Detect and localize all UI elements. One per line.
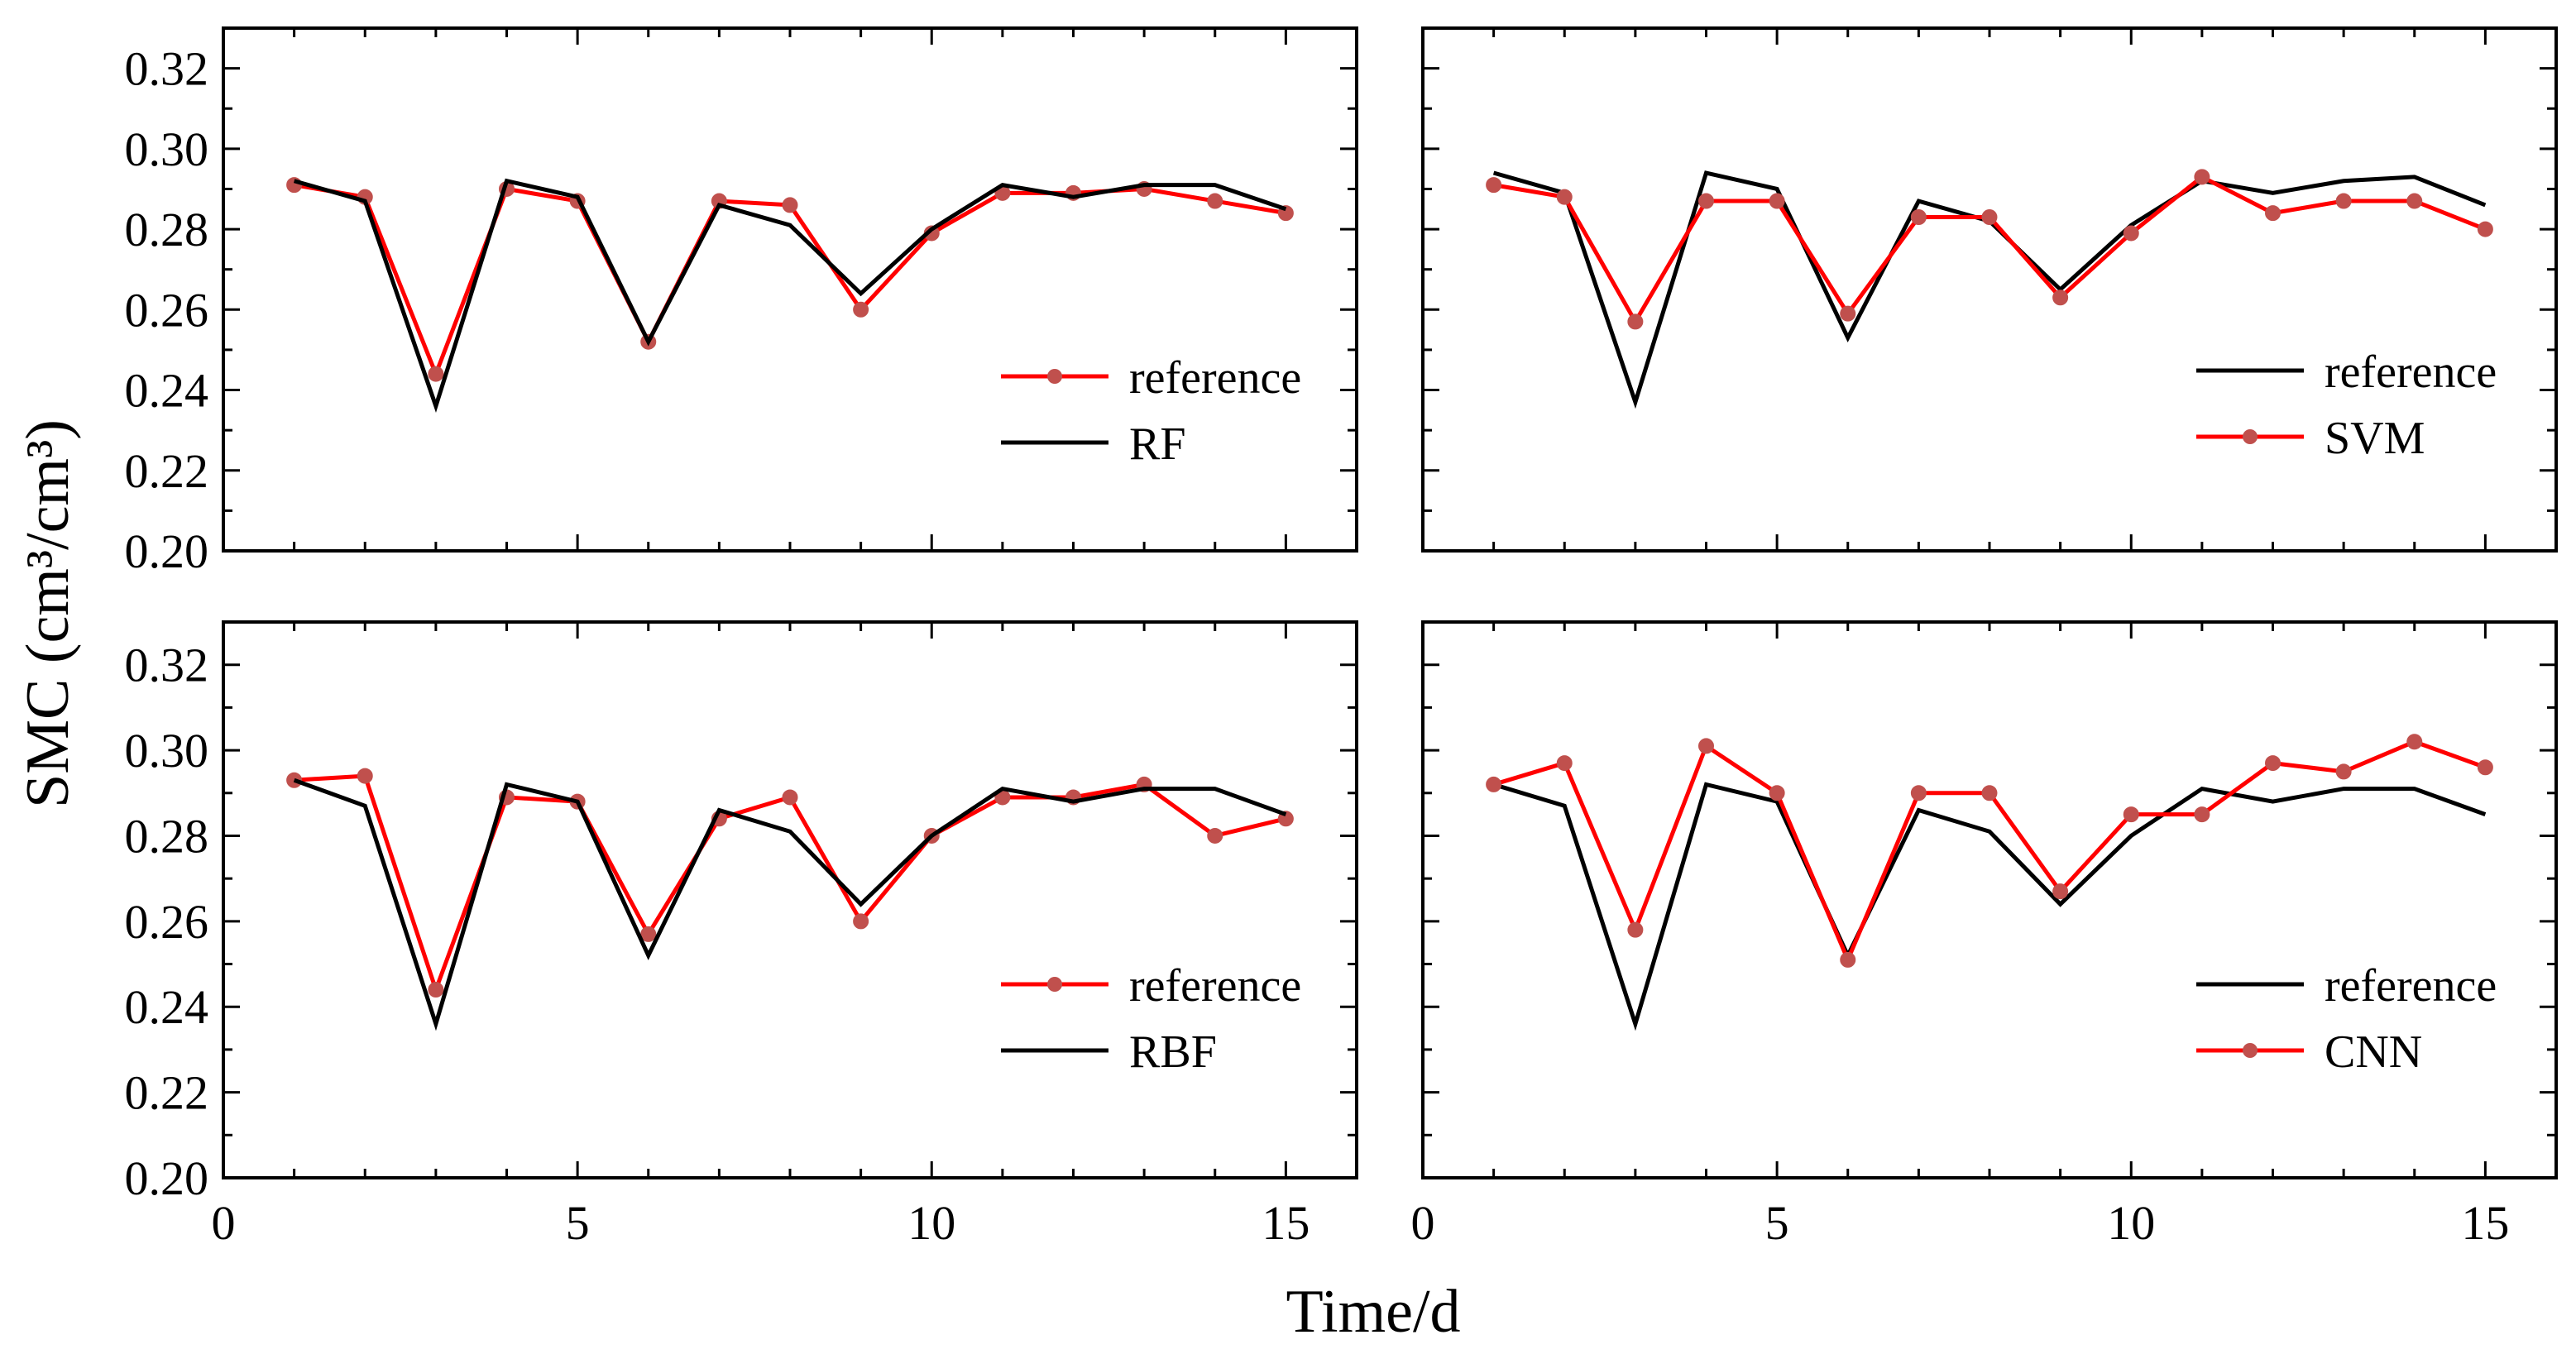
series-line-rbf [293, 777, 1287, 1031]
series-line-reference [294, 773, 1286, 997]
data-point-svm [2335, 193, 2352, 209]
data-point-svm [1486, 177, 1502, 194]
data-point-cnn [1486, 776, 1502, 792]
y-tick-label: 0.22 [125, 444, 209, 498]
x-axis-title: Time/d [1286, 1278, 1460, 1346]
plot-frame [1421, 620, 2558, 1179]
legend-label-reference: reference [1129, 960, 1301, 1012]
y-tick-label: 0.32 [125, 639, 209, 692]
data-point-reference [1207, 827, 1223, 844]
x-tick-label: 0 [212, 1196, 236, 1250]
data-point-cnn [2406, 734, 2423, 750]
data-point-reference [428, 982, 444, 998]
legend-label-cnn: CNN [2325, 1026, 2422, 1078]
data-point-cnn [2052, 883, 2069, 900]
data-point-reference [640, 926, 657, 942]
plot-frame [222, 620, 1358, 1179]
legend-marker-svm [2243, 429, 2258, 444]
legend-label-rf: RF [1129, 419, 1186, 470]
plot-frame [1421, 26, 2558, 553]
data-point-svm [1769, 193, 1785, 209]
data-point-svm [1840, 305, 1856, 322]
legend-marker-reference [1047, 369, 1062, 384]
y-tick-label: 0.26 [125, 283, 209, 337]
data-point-cnn [1556, 755, 1573, 772]
panel-2: reference SVM [1421, 26, 2558, 553]
data-point-reference [286, 177, 303, 194]
data-point-reference [782, 197, 798, 213]
data-point-svm [1627, 313, 1644, 330]
data-point-svm [1698, 193, 1714, 209]
panel-3: 0 5 10 15 0.20 0.22 0.24 0.26 0.28 0.30 0.32 refere… [125, 620, 1358, 1250]
y-tick-label: 0.20 [125, 524, 209, 578]
series-line-reference [294, 183, 1286, 380]
data-point-cnn [2477, 759, 2493, 776]
data-point-cnn [1698, 738, 1714, 754]
x-tick-label: 10 [2107, 1196, 2155, 1250]
data-point-cnn [2335, 763, 2352, 780]
y-tick-label: 0.22 [125, 1066, 209, 1120]
y-tick-label: 0.20 [125, 1151, 209, 1205]
y-tick-label: 0.30 [125, 724, 209, 777]
data-point-cnn [1769, 785, 1785, 801]
series-line-rf [293, 178, 1287, 413]
legend-marker-cnn [2243, 1043, 2258, 1058]
legend-label-rbf: RBF [1129, 1026, 1217, 1078]
y-tick-label: 0.26 [125, 895, 209, 949]
data-point-svm [2052, 289, 2069, 306]
x-tick-label: 15 [1262, 1196, 1310, 1250]
legend-marker-reference [1047, 977, 1062, 992]
y-tick-label: 0.32 [125, 42, 209, 96]
data-point-svm [2477, 221, 2493, 237]
data-point-cnn [2194, 806, 2210, 823]
x-tick-label: 5 [1765, 1196, 1789, 1250]
data-point-svm [2406, 193, 2423, 209]
x-tick-label: 10 [907, 1196, 955, 1250]
data-point-reference [357, 768, 373, 784]
data-point-reference [782, 789, 798, 806]
data-point-reference [853, 913, 869, 930]
data-point-cnn [1840, 951, 1856, 968]
data-point-svm [1556, 189, 1573, 205]
legend-label-reference: reference [1129, 352, 1301, 404]
data-point-svm [1981, 208, 1998, 225]
y-tick-label: 0.30 [125, 122, 209, 176]
data-point-cnn [1910, 785, 1927, 801]
legend-label-svm: SVM [2325, 413, 2425, 464]
data-point-svm [2194, 169, 2210, 185]
data-point-svm [2265, 205, 2281, 222]
x-tick-label: 5 [566, 1196, 590, 1250]
y-tick-label: 0.24 [125, 364, 209, 418]
data-point-svm [2123, 225, 2139, 242]
y-tick-label: 0.28 [125, 809, 209, 863]
data-point-reference [428, 366, 444, 382]
legend-label-reference: reference [2325, 960, 2497, 1012]
panel-1: 0.20 0.22 0.24 0.26 0.28 0.30 0.32 reference RF [125, 26, 1358, 578]
panel-4: 0 5 10 15 reference CNN [1411, 620, 2558, 1250]
x-tick-label: 0 [1411, 1196, 1435, 1250]
data-point-cnn [2265, 755, 2281, 772]
data-point-reference [1207, 193, 1223, 209]
data-point-svm [1910, 208, 1927, 225]
panels: 0.20 0.22 0.24 0.26 0.28 0.30 0.32 reference RF r… [125, 26, 2558, 1250]
data-point-cnn [1981, 785, 1998, 801]
data-point-reference [853, 301, 869, 318]
legend-label-reference: reference [2325, 347, 2497, 398]
y-axis-title: SMC (cm³/cm³) [14, 419, 82, 808]
plot-frame [222, 26, 1358, 553]
series-line-reference [1492, 782, 2487, 1031]
y-tick-label: 0.24 [125, 980, 209, 1034]
y-tick-label: 0.28 [125, 203, 209, 256]
data-point-cnn [1627, 921, 1644, 938]
data-point-cnn [2123, 806, 2139, 823]
x-tick-label: 15 [2461, 1196, 2509, 1250]
